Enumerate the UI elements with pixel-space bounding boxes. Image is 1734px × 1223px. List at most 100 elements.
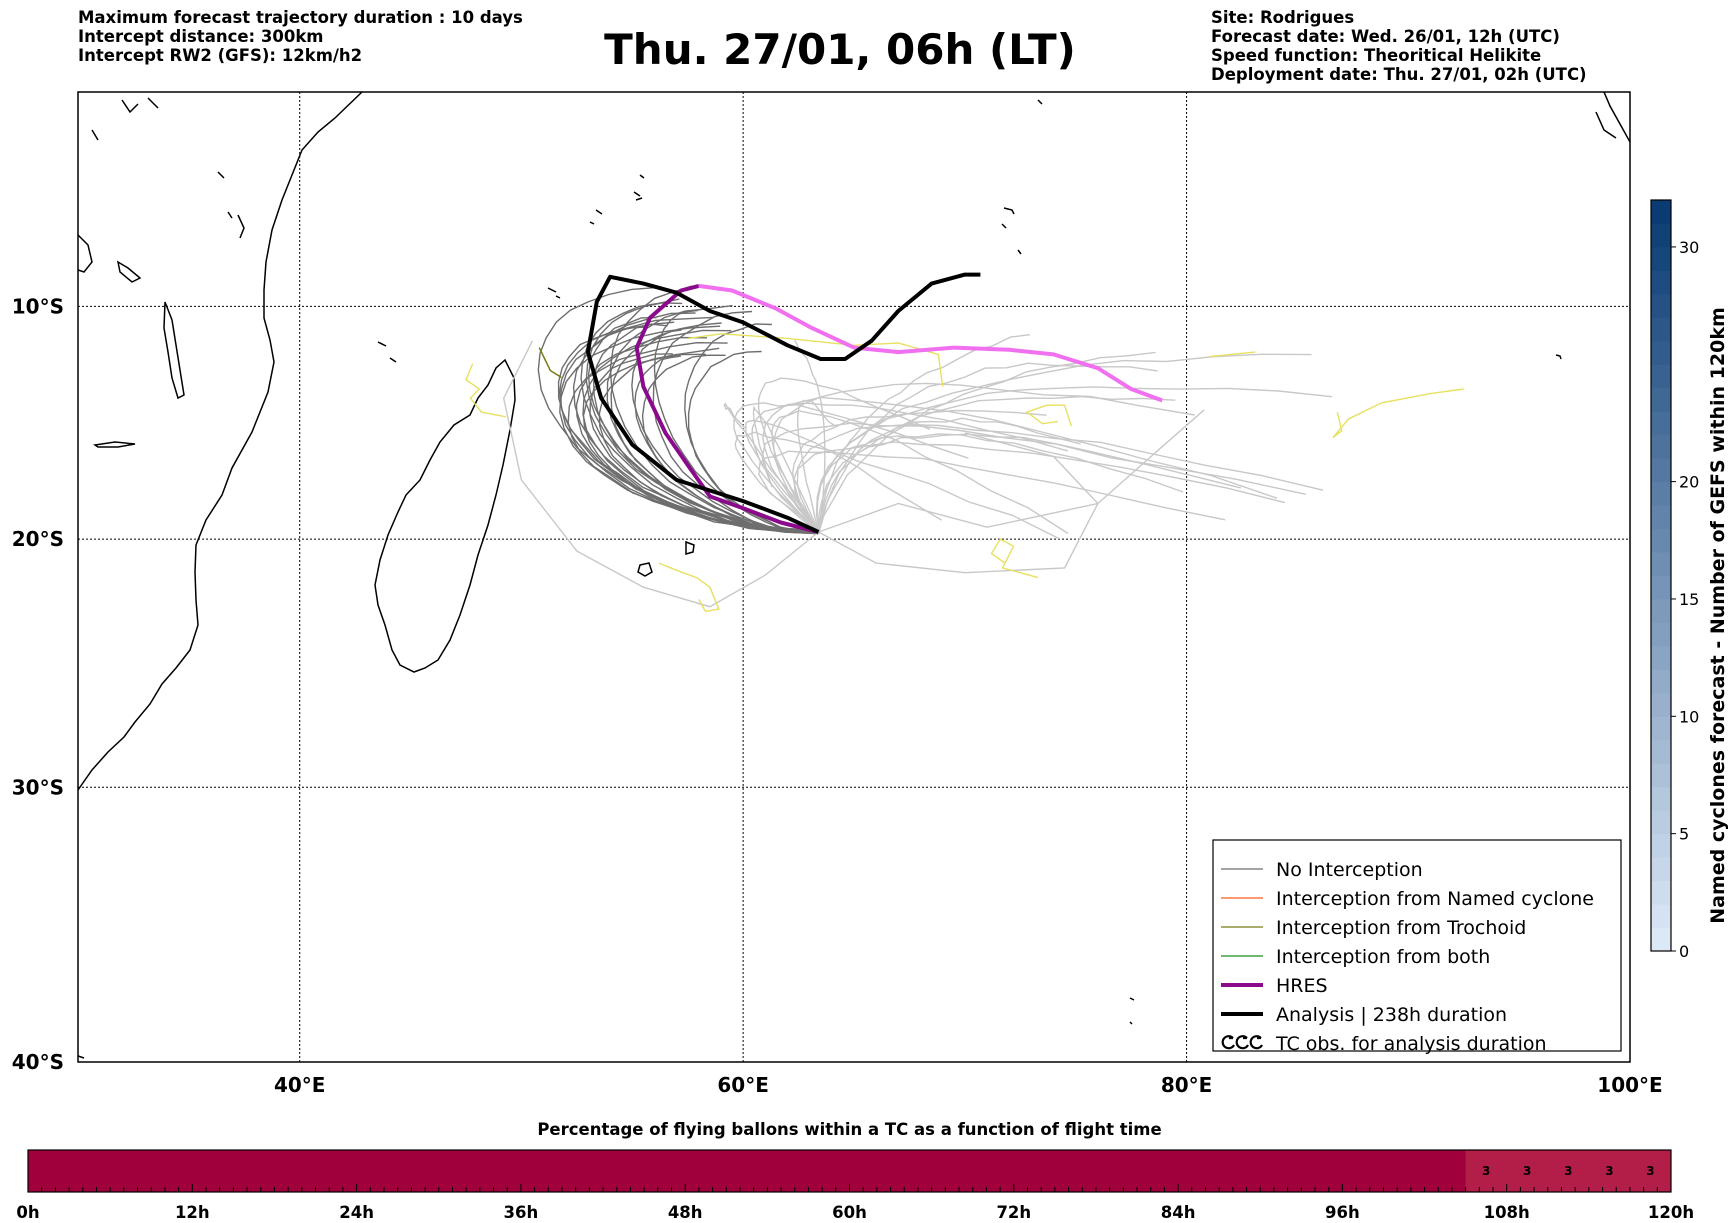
colorbar-band [1651, 645, 1671, 670]
ensemble-track-light [794, 339, 826, 534]
lake-tanganyika [92, 441, 136, 448]
zanzibar-isles [217, 171, 245, 239]
ensemble-track-light [752, 405, 820, 533]
colorbar-tick-label: 5 [1679, 825, 1689, 844]
colorbar-band [1651, 434, 1671, 459]
flight-bar-value: 3 [1605, 1164, 1613, 1178]
colorbar-band [1651, 833, 1671, 858]
lon-tick-label: 40°E [274, 1073, 326, 1097]
flight-bar-tick-label: 0h [16, 1203, 39, 1222]
map-frame [77, 91, 1631, 1063]
colorbar-band [1651, 575, 1671, 600]
ensemble-track-light [734, 431, 1060, 540]
flight-time-bar: Percentage of flying ballons within a TC… [16, 1120, 1694, 1222]
legend-label: Interception from Trochoid [1276, 917, 1526, 939]
colorbar-band [1651, 270, 1671, 295]
ensemble-track-light [817, 334, 1030, 531]
flight-bar-tick-label: 48h [668, 1203, 703, 1222]
colorbar-band [1651, 387, 1671, 412]
colorbar-band [1651, 598, 1671, 623]
flight-bar-tick-label: 24h [339, 1203, 374, 1222]
reunion [637, 562, 653, 577]
ensemble-track-dark [652, 310, 819, 532]
ensemble-track-light [733, 402, 969, 535]
flight-bar-highlight [1465, 1150, 1671, 1192]
colorbar-band [1651, 692, 1671, 717]
legend-entry: No Interception [1221, 859, 1423, 881]
flight-bar-value: 3 [1646, 1164, 1654, 1178]
ensemble-track-light [745, 419, 942, 535]
gefs-colorbar: 0 5 10 15 20 30 Named cyclones forecast - Numb… [1650, 199, 1729, 961]
flight-bar-tick-label: 84h [1161, 1203, 1196, 1222]
ensemble-track-light [772, 382, 1195, 534]
colorbar-band [1651, 857, 1671, 882]
ensemble-track-light [791, 409, 1047, 532]
colorbar-frame [1650, 199, 1672, 952]
colorbar-band [1651, 880, 1671, 905]
graticule [78, 92, 1630, 1062]
flight-bar-tick-label: 36h [504, 1203, 539, 1222]
forecast-date-line: Forecast date: Wed. 26/01, 12h (UTC) [1211, 27, 1560, 46]
tc-obs-track [687, 333, 944, 387]
legend-label: TC obs. for analysis duration [1275, 1033, 1547, 1055]
lon-tick-label: 80°E [1161, 1073, 1213, 1097]
colorbar-band [1651, 622, 1671, 647]
flight-bar-tick-label: 12h [175, 1203, 210, 1222]
ensemble-track-dark [641, 354, 819, 534]
colorbar-band [1651, 927, 1671, 952]
tc-obs-track [1208, 351, 1256, 358]
deployment-date-line: Deployment date: Thu. 27/01, 02h (UTC) [1211, 65, 1587, 84]
colorbar-band [1651, 364, 1671, 389]
colorbar-band [1651, 552, 1671, 576]
colorbar-band [1651, 200, 1671, 224]
ensemble-track-dark [580, 298, 819, 534]
ensemble-track-light [793, 441, 1285, 533]
colorbar-band [1651, 669, 1671, 694]
legend-entry: Interception from Named cyclone [1221, 888, 1594, 910]
ensemble-track-dark [610, 322, 819, 533]
colorbar-band [1651, 904, 1671, 929]
colorbar-band [1651, 505, 1671, 530]
tc-obs-symbol-icon [1221, 1035, 1263, 1050]
mauritius [685, 540, 695, 555]
hres-track-late [698, 283, 1163, 403]
madagascar [374, 358, 516, 673]
ensemble-track-light [771, 410, 1069, 534]
speed-function-line: Speed function: Theoritical Helikite [1211, 46, 1542, 65]
flight-bar-value: 3 [1564, 1164, 1572, 1178]
latitude-labels: 10°S 20°S 30°S 40°S [12, 294, 64, 1074]
colorbar-band [1651, 810, 1671, 835]
colorbar-band [1651, 246, 1671, 271]
ensemble-track-light [817, 433, 1241, 534]
legend: No Interception Interception from Named c… [1212, 839, 1622, 1055]
northern-island-1 [1037, 99, 1043, 105]
flight-bar-tick-label: 96h [1325, 1203, 1360, 1222]
ensemble-track-dark [606, 304, 819, 533]
max-duration-line: Maximum forecast trajectory duration : 1… [78, 8, 523, 27]
site-parameters: Site: Rodrigues Forecast date: Wed. 26/0… [1211, 8, 1587, 84]
ensemble-track-dark [559, 325, 819, 533]
ensemble-track-light [817, 351, 1156, 535]
lat-tick-label: 40°S [12, 1050, 64, 1074]
lon-tick-label: 60°E [717, 1073, 769, 1097]
flight-bar-tick-label: 120h [1648, 1203, 1694, 1222]
ensemble-track-light [751, 402, 1068, 534]
colorbar-band [1651, 317, 1671, 342]
northeast-islands [1603, 92, 1630, 143]
ensemble-track-dark [687, 350, 819, 533]
colorbar-band [1651, 786, 1671, 811]
lake-outline [116, 260, 142, 283]
tc-obs-track [1332, 388, 1464, 439]
flight-bar-value: 3 [1523, 1164, 1531, 1178]
ensemble-track-dark [653, 309, 819, 535]
tc-obs-track [990, 538, 1039, 579]
flight-bar-frame [27, 1149, 1672, 1193]
colorbar-title: Named cyclones forecast - Number of GEFS… [1707, 307, 1729, 924]
legend-entry: Interception from Trochoid [1221, 917, 1526, 939]
ensemble-track-dark [567, 341, 819, 535]
island-rodrigues [1555, 354, 1562, 360]
mascarene-north [547, 287, 561, 299]
ensemble-track-light [758, 450, 1226, 534]
seychelles-islands [589, 174, 645, 225]
site-line: Site: Rodrigues [1211, 8, 1355, 27]
